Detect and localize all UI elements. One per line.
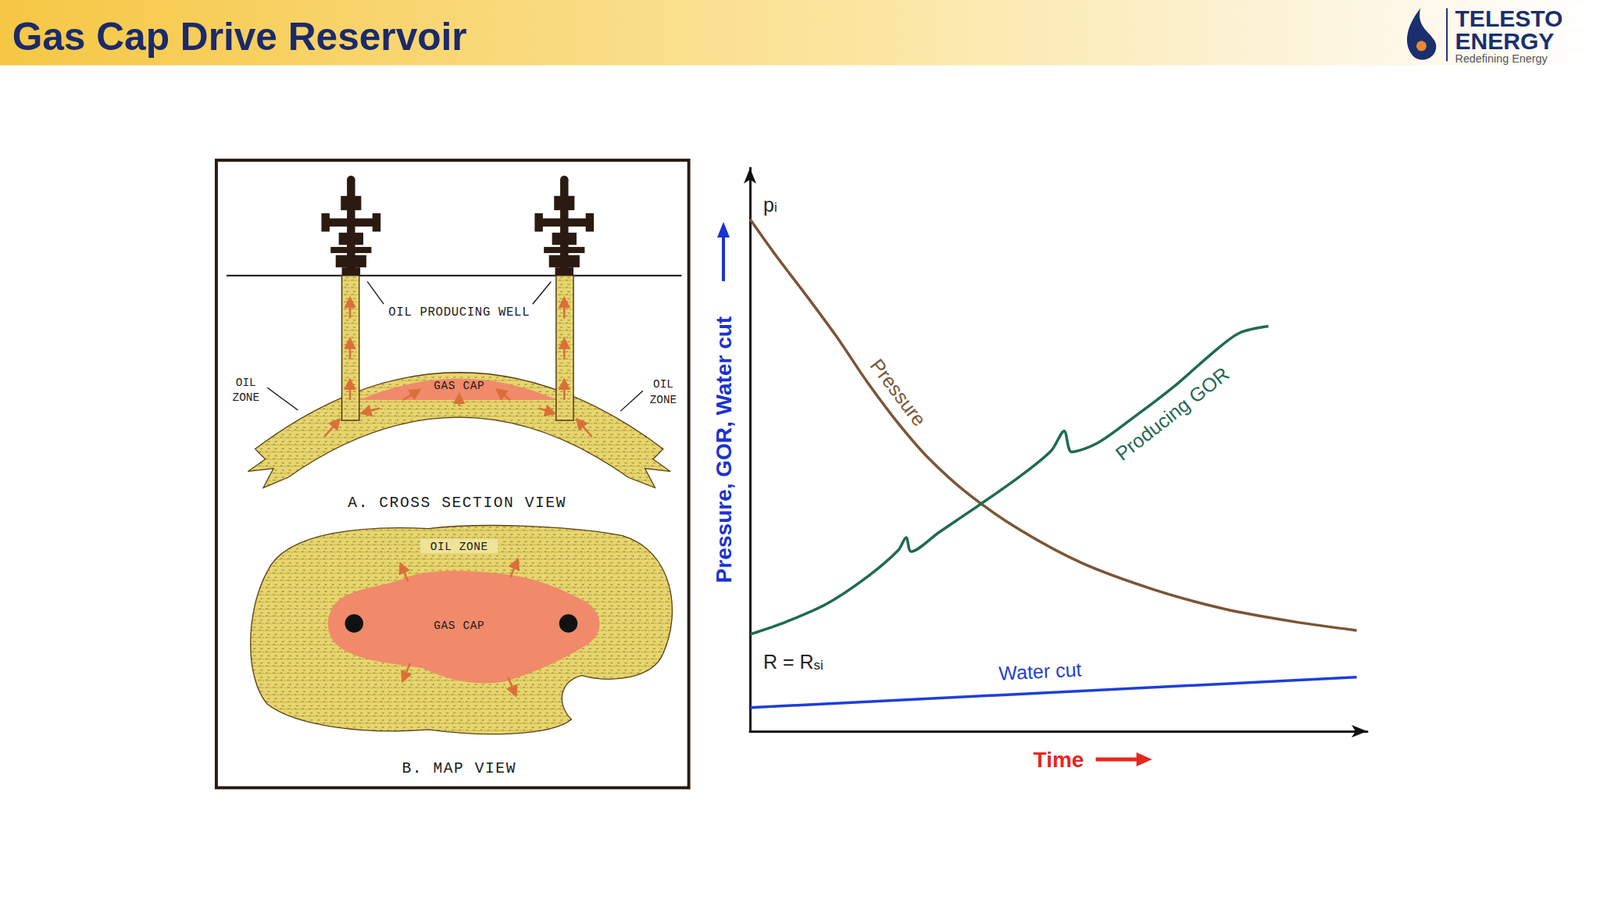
svg-text:p: p bbox=[763, 193, 775, 216]
svg-text:si: si bbox=[814, 657, 824, 673]
svg-text:Time: Time bbox=[1033, 747, 1085, 772]
svg-text:OIL: OIL bbox=[235, 376, 257, 390]
svg-text:ZONE: ZONE bbox=[650, 393, 677, 407]
svg-text:GAS CAP: GAS CAP bbox=[433, 619, 485, 633]
svg-text:ENERGY: ENERGY bbox=[1455, 28, 1555, 54]
svg-text:Pressure: Pressure bbox=[866, 354, 932, 431]
svg-text:Pressure, GOR, Water cut: Pressure, GOR, Water cut bbox=[711, 316, 736, 583]
svg-text:R = R: R = R bbox=[763, 650, 815, 673]
svg-text:TELESTO: TELESTO bbox=[1455, 5, 1563, 32]
svg-text:GAS CAP: GAS CAP bbox=[433, 379, 485, 393]
svg-text:ZONE: ZONE bbox=[232, 391, 260, 404]
svg-text:Redefining Energy: Redefining Energy bbox=[1455, 52, 1549, 65]
svg-text:Gas Cap Drive Reservoir: Gas Cap Drive Reservoir bbox=[12, 14, 468, 59]
svg-text:OIL PRODUCING WELL: OIL PRODUCING WELL bbox=[388, 305, 530, 320]
svg-text:i: i bbox=[774, 200, 778, 215]
svg-text:Producing GOR: Producing GOR bbox=[1110, 362, 1233, 465]
svg-text:Water cut: Water cut bbox=[998, 657, 1083, 684]
svg-text:A. CROSS SECTION VIEW: A. CROSS SECTION VIEW bbox=[347, 494, 567, 512]
svg-text:OIL: OIL bbox=[653, 378, 674, 391]
svg-text:B. MAP VIEW: B. MAP VIEW bbox=[402, 760, 517, 778]
svg-text:OIL ZONE: OIL ZONE bbox=[430, 540, 489, 554]
